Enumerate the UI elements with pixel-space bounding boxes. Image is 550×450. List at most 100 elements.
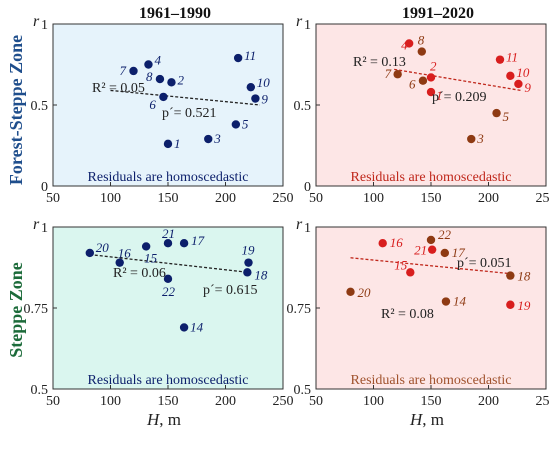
x-axis-label: H, m xyxy=(409,410,444,429)
data-label-19: 19 xyxy=(517,298,531,313)
y-tick-label: 0.75 xyxy=(24,302,49,317)
data-point-1 xyxy=(164,140,172,148)
data-label-10: 10 xyxy=(257,75,271,90)
data-label-3: 3 xyxy=(476,131,484,146)
data-point-18 xyxy=(506,271,514,279)
x-tick-label: 100 xyxy=(100,191,121,206)
data-label-11: 11 xyxy=(506,50,518,65)
x-tick-label: 250 xyxy=(536,394,550,409)
data-point-17 xyxy=(180,239,188,247)
data-point-22 xyxy=(427,236,435,244)
r-squared-label: R² = 0.06 xyxy=(113,266,166,281)
data-point-19 xyxy=(244,258,252,266)
x-tick-label: 250 xyxy=(536,191,550,206)
data-label-15: 15 xyxy=(394,257,408,272)
y-tick-label: 0.5 xyxy=(31,99,49,114)
x-tick-label: 150 xyxy=(421,191,442,206)
data-point-11 xyxy=(234,54,242,62)
data-point-4 xyxy=(144,60,152,68)
data-label-22: 22 xyxy=(438,227,452,242)
data-label-14: 14 xyxy=(190,319,204,334)
data-label-5: 5 xyxy=(503,109,510,124)
data-label-16: 16 xyxy=(390,235,404,250)
p-value-label: p´= 0.521 xyxy=(162,106,217,121)
data-label-6: 6 xyxy=(409,77,416,92)
data-label-8: 8 xyxy=(146,69,153,84)
data-point-19 xyxy=(506,301,514,309)
data-point-7 xyxy=(129,67,137,75)
x-tick-label: 200 xyxy=(215,394,236,409)
plot-area xyxy=(316,24,546,186)
x-tick-label: 150 xyxy=(158,394,179,409)
data-label-18: 18 xyxy=(517,269,531,284)
data-point-15 xyxy=(142,242,150,250)
data-point-5 xyxy=(232,120,240,128)
data-point-2 xyxy=(167,78,175,86)
data-point-10 xyxy=(506,72,514,80)
data-label-17: 17 xyxy=(191,233,205,248)
p-value-label: p´= 0.051 xyxy=(457,256,512,271)
y-tick-label: 0 xyxy=(41,180,48,195)
data-label-7: 7 xyxy=(120,63,127,78)
residuals-note: Residuals are homoscedastic xyxy=(351,373,512,388)
data-point-10 xyxy=(247,83,255,91)
residuals-note: Residuals are homoscedastic xyxy=(88,170,249,185)
data-label-22: 22 xyxy=(162,284,176,299)
data-point-14 xyxy=(180,323,188,331)
data-point-6 xyxy=(419,77,427,85)
data-label-10: 10 xyxy=(516,65,530,80)
data-point-17 xyxy=(441,249,449,257)
data-label-21: 21 xyxy=(162,226,175,241)
data-point-3 xyxy=(467,135,475,143)
x-tick-label: 50 xyxy=(309,191,323,206)
data-label-20: 20 xyxy=(96,240,110,255)
y-axis-symbol: r xyxy=(33,216,40,233)
r-squared-label: R² = 0.13 xyxy=(353,55,406,70)
data-label-9: 9 xyxy=(261,92,268,107)
x-tick-label: 200 xyxy=(215,191,236,206)
x-tick-label: 50 xyxy=(46,394,60,409)
row-title-forest-steppe: Forest-Steppe Zone xyxy=(6,35,26,185)
data-label-3: 3 xyxy=(213,131,221,146)
x-tick-label: 250 xyxy=(273,394,294,409)
y-tick-label: 1 xyxy=(41,221,48,236)
data-label-11: 11 xyxy=(244,48,256,63)
data-label-20: 20 xyxy=(358,285,372,300)
data-label-9: 9 xyxy=(524,80,531,95)
data-label-8: 8 xyxy=(418,33,425,48)
residuals-note: Residuals are homoscedastic xyxy=(88,373,249,388)
data-point-11 xyxy=(496,55,504,63)
x-tick-label: 150 xyxy=(158,191,179,206)
x-tick-label: 150 xyxy=(421,394,442,409)
p-value-label: p´= 0.209 xyxy=(432,90,487,105)
r-squared-label: R² = 0.05 xyxy=(92,81,145,96)
x-tick-label: 200 xyxy=(478,191,499,206)
data-label-1: 1 xyxy=(174,136,181,151)
p-value-label: p´= 0.615 xyxy=(203,283,258,298)
data-point-20 xyxy=(86,249,94,257)
x-tick-label: 50 xyxy=(46,191,60,206)
data-point-8 xyxy=(418,47,426,55)
data-point-8 xyxy=(156,75,164,83)
data-label-4: 4 xyxy=(401,37,408,52)
column-title-1961-1990: 1961–1990 xyxy=(139,5,211,22)
data-label-14: 14 xyxy=(453,294,467,309)
y-axis-symbol: r xyxy=(33,13,40,30)
data-point-9 xyxy=(514,80,522,88)
residuals-note: Residuals are homoscedastic xyxy=(351,170,512,185)
x-tick-label: 50 xyxy=(309,394,323,409)
data-point-7 xyxy=(393,70,401,78)
data-label-5: 5 xyxy=(242,116,249,131)
data-point-2 xyxy=(427,73,435,81)
y-tick-label: 0.75 xyxy=(287,302,312,317)
data-point-14 xyxy=(442,297,450,305)
data-point-5 xyxy=(492,109,500,117)
y-tick-label: 1 xyxy=(304,221,311,236)
data-point-6 xyxy=(159,93,167,101)
